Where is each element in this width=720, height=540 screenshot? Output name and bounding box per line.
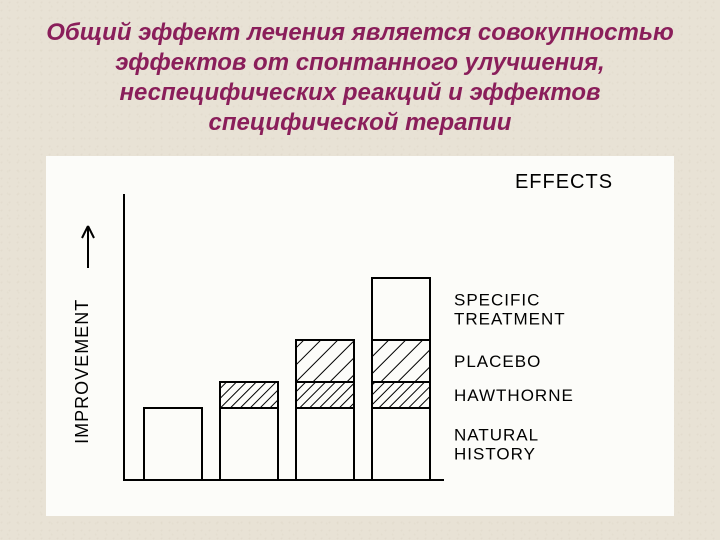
bar-2-natural — [220, 408, 278, 480]
effects-chart: IMPROVEMENT EFFECTS SPECIFICTREATMENT PLACE… — [46, 156, 674, 516]
bar-4-placebo — [372, 340, 430, 382]
page-title: Общий эффект лечения является совокупнос… — [0, 0, 720, 148]
bar-4-hawthorne — [372, 382, 430, 408]
bar-1-natural — [144, 408, 202, 480]
bar-3-natural — [296, 408, 354, 480]
legend-specific: SPECIFICTREATMENT — [454, 290, 566, 328]
legend-placebo: PLACEBO — [454, 352, 541, 371]
y-axis-label: IMPROVEMENT — [72, 299, 92, 444]
bar-3-hawthorne — [296, 382, 354, 408]
bar-2-hawthorne — [220, 382, 278, 408]
chart-panel: IMPROVEMENT EFFECTS SPECIFICTREATMENT PLACE… — [46, 156, 674, 516]
legend-natural: NATURALHISTORY — [454, 425, 539, 463]
bar-4-natural — [372, 408, 430, 480]
bar-4-specific — [372, 278, 430, 340]
bar-3-placebo — [296, 340, 354, 382]
legend-hawthorne: HAWTHORNE — [454, 386, 574, 405]
effects-heading: EFFECTS — [515, 171, 613, 193]
